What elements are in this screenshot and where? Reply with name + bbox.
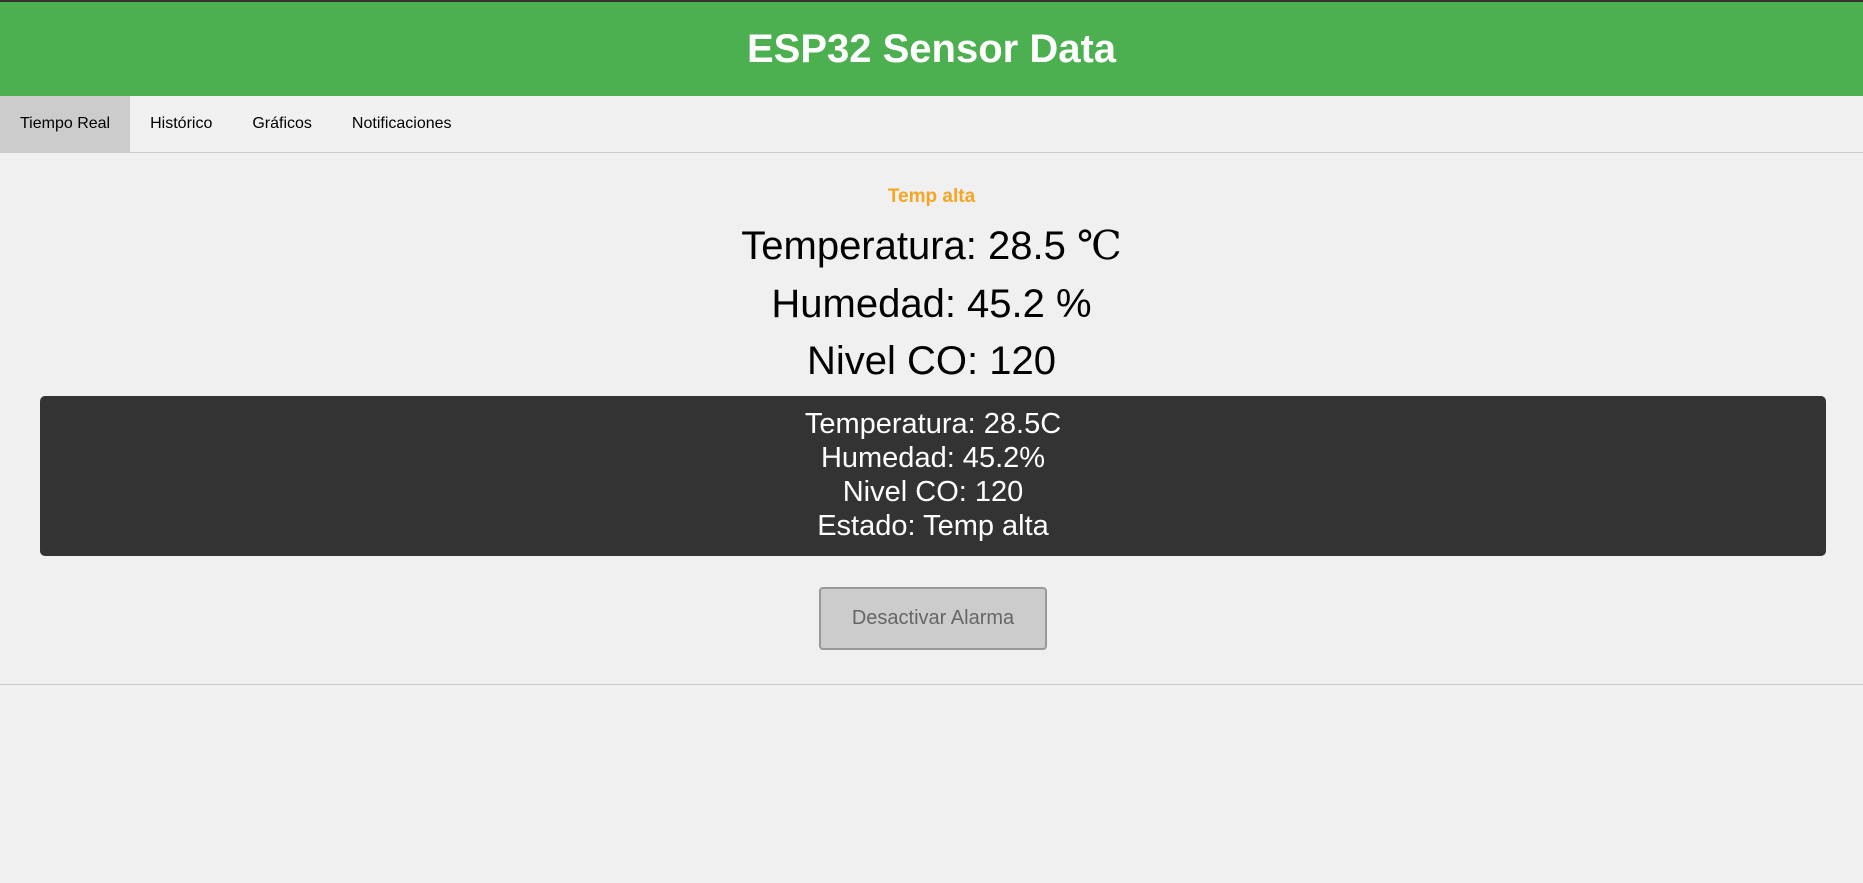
lcd-line-co: Nivel CO: 120 bbox=[842, 476, 1024, 508]
humidity-reading: Humedad: 45.2 % bbox=[771, 282, 1092, 326]
lcd-display: Temperatura: 28.5C Humedad: 45.2% Nivel … bbox=[40, 396, 1826, 556]
co-level-reading: Nivel CO: 120 bbox=[807, 339, 1056, 383]
tab-tiempo-real[interactable]: Tiempo Real bbox=[0, 96, 131, 152]
tab-historico[interactable]: Histórico bbox=[150, 115, 213, 132]
lcd-line-temperature: Temperatura: 28.5C bbox=[804, 408, 1062, 440]
tab-bar: Tiempo Real Histórico Gráficos Notificac… bbox=[0, 96, 1863, 153]
tab-notificaciones[interactable]: Notificaciones bbox=[351, 115, 452, 132]
disable-alarm-button[interactable]: Desactivar Alarma bbox=[819, 587, 1047, 650]
realtime-panel: Temp alta Temperatura: 28.5 ℃ Humedad: 4… bbox=[0, 153, 1863, 685]
temperature-reading: Temperatura: 28.5 ℃ bbox=[0, 223, 1863, 269]
temperature-value: Temperatura: 28.5 bbox=[741, 224, 1077, 268]
page-title: ESP32 Sensor Data bbox=[746, 26, 1117, 71]
app-header: ESP32 Sensor Data bbox=[0, 0, 1863, 96]
status-alert-text: Temp alta bbox=[887, 186, 976, 207]
lcd-line-status: Estado: Temp alta bbox=[817, 510, 1049, 542]
lcd-line-humidity: Humedad: 45.2% bbox=[820, 442, 1046, 474]
celsius-unit: ℃ bbox=[1077, 223, 1122, 269]
tab-graficos[interactable]: Gráficos bbox=[252, 115, 312, 132]
